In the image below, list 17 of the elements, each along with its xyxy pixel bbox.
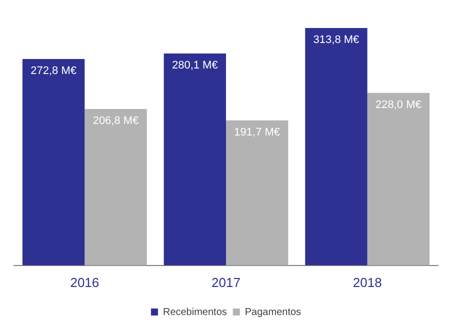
x-tick-label: 2017 <box>212 274 240 290</box>
x-tick-label: 2016 <box>70 274 100 290</box>
x-tick-label: 2018 <box>352 274 382 290</box>
bar <box>226 120 288 266</box>
data-label: 228,0 M€ <box>375 98 422 111</box>
bar <box>305 28 368 266</box>
data-label: 313,8 M€ <box>313 34 360 46</box>
data-label: 191,7 M€ <box>234 126 280 138</box>
bar <box>164 53 226 266</box>
bar <box>367 92 430 266</box>
bar <box>22 59 85 266</box>
bar <box>84 108 147 266</box>
data-label: 206,8 M€ <box>92 114 139 127</box>
legend-label: Pagamentos <box>244 306 302 318</box>
data-label: 280,1 M€ <box>172 60 218 72</box>
data-label: 272,8 M€ <box>30 65 77 78</box>
legend-label: Recebimentos <box>162 306 227 318</box>
